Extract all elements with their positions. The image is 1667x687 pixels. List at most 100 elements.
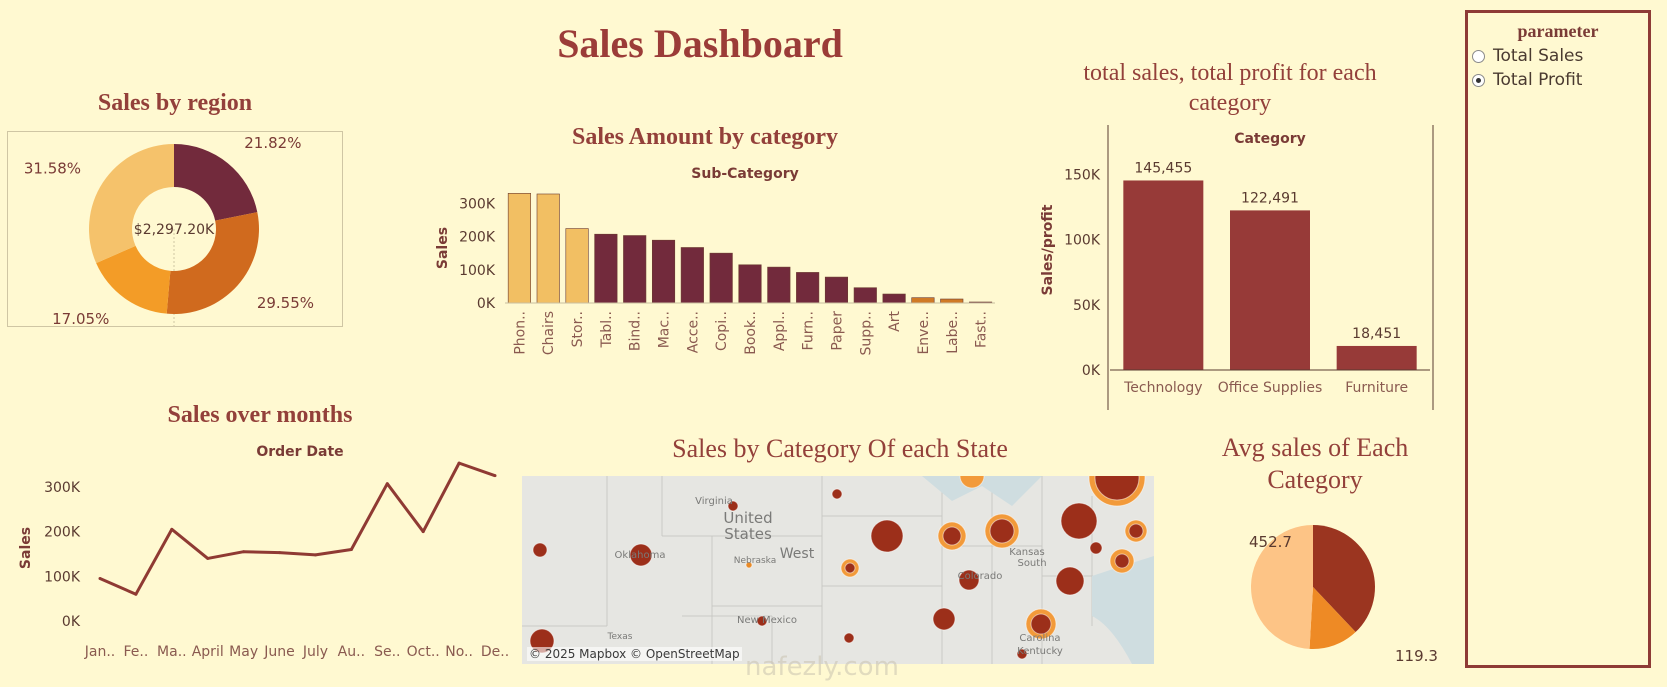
- map-place-label: Nebraska: [734, 556, 776, 566]
- subcategory-bar: [709, 252, 733, 304]
- category-data-label: 122,491: [1241, 190, 1299, 206]
- months-x-tick: May: [229, 644, 258, 660]
- subcategory-bar-chart[interactable]: Sub-Category Sales 0K 100K 200K 300K Phon.. Cha…: [425, 158, 1000, 358]
- profit-title: total sales, total profit for each categ…: [1083, 60, 1377, 116]
- subcategory-bar: [796, 272, 820, 304]
- radio-total-profit[interactable]: [1472, 73, 1485, 87]
- subcategory-y-axis-label: Sales: [435, 227, 451, 269]
- map-title: Sales by Category Of each State: [672, 434, 1008, 463]
- subcategory-y-tick: 0K: [477, 296, 496, 312]
- map-place-label: New Mexico: [737, 615, 797, 626]
- subcategory-y-tick: 300K: [459, 196, 496, 212]
- state-map[interactable]: United States West Virginia Nebraska Kansas So…: [522, 476, 1154, 664]
- map-state-bubble: [959, 476, 985, 489]
- months-x-tick: De..: [481, 644, 509, 660]
- map-state-bubble: [1094, 476, 1140, 501]
- months-x-tick: Au..: [338, 644, 365, 660]
- parameter-panel: parameter Total Sales Total Profit: [1465, 10, 1651, 668]
- subcategory-y-tick: 200K: [459, 230, 496, 246]
- months-point: [278, 551, 282, 555]
- dashboard-title: Sales Dashboard: [557, 21, 843, 66]
- map-state-bubble: [1030, 613, 1052, 635]
- subcategory-header: Sub-Category: [691, 166, 798, 182]
- region-slice-label: 29.55%: [257, 294, 314, 312]
- avg-title: Avg sales of Each Category: [1221, 433, 1409, 494]
- map-state-bubble: [1128, 523, 1144, 539]
- months-point: [134, 592, 138, 596]
- subcategory-x-tick: Book..: [743, 311, 759, 355]
- subcategory-x-tick: Art: [887, 310, 903, 331]
- subcategory-x-tick: Phon..: [512, 311, 528, 355]
- map-place-label: Kansas: [1009, 547, 1044, 558]
- map-state-bubble: [1060, 502, 1098, 540]
- option-total-sales[interactable]: Total Sales: [1472, 46, 1648, 66]
- subcategory-x-tick: Stor..: [570, 311, 586, 347]
- region-donut-chart[interactable]: 21.82% 29.55% 17.05% 31.58% $2,297.20K: [8, 132, 342, 328]
- months-point: [313, 553, 317, 557]
- region-center-label: $2,297.20K: [134, 222, 215, 238]
- months-x-tick: No..: [445, 644, 473, 660]
- region-chart-frame: 21.82% 29.55% 17.05% 31.58% $2,297.20K: [7, 131, 343, 328]
- radio-total-sales[interactable]: [1472, 49, 1485, 63]
- months-point: [457, 461, 461, 465]
- category-bar: [1336, 345, 1417, 370]
- region-slice: [166, 212, 259, 314]
- months-header: Order Date: [256, 444, 343, 460]
- subcategory-bar: [940, 298, 964, 304]
- watermark: nafezly.com: [745, 652, 899, 682]
- map-place-label: Colorado: [958, 571, 1003, 582]
- subcategory-title: Sales Amount by category: [572, 124, 838, 150]
- avg-slice: [1313, 525, 1375, 633]
- map-place-label: Virginia: [695, 496, 733, 507]
- subcategory-bar: [651, 239, 676, 304]
- map-place-label: West: [780, 546, 815, 562]
- region-slice-label: 17.05%: [52, 310, 109, 326]
- map-state-bubble: [942, 526, 962, 546]
- subcategory-x-tick: Acce..: [685, 311, 701, 353]
- map-credit: © 2025 Mapbox © OpenStreetMap: [527, 647, 742, 661]
- map-place-label: States: [724, 525, 772, 543]
- category-y-axis-label: Sales/profit: [1040, 204, 1056, 295]
- subcategory-bar: [738, 264, 762, 304]
- map-place-label: Carolina: [1019, 633, 1060, 644]
- months-x-tick: Oct..: [407, 644, 440, 660]
- months-point: [242, 550, 246, 554]
- region-slice: [88, 144, 174, 264]
- months-x-tick: April: [192, 644, 224, 660]
- category-x-tick: Technology: [1123, 380, 1202, 396]
- subcategory-x-tick: Mac..: [657, 311, 673, 348]
- subcategory-x-tick: Paper: [829, 311, 845, 351]
- avg-slice-label: 119.3: [1395, 647, 1438, 665]
- map-state-bubble: [727, 500, 739, 512]
- subcategory-bar: [911, 297, 935, 304]
- months-x-tick: Jan..: [84, 644, 115, 660]
- avg-slice: [1251, 525, 1313, 649]
- months-line-chart[interactable]: Order Date Sales 0K 100K 200K 300K Jan.. Fe.. Ma…: [10, 440, 515, 665]
- months-x-tick: Ma..: [157, 644, 187, 660]
- subcategory-bar: [680, 247, 704, 304]
- map-place-label: Texas: [607, 632, 633, 642]
- region-title: Sales by region: [97, 90, 253, 116]
- category-bar: [1123, 180, 1204, 370]
- category-bar-chart[interactable]: Category Sales/profit 0K 50K 100K 150K 145,455…: [1030, 125, 1440, 410]
- subcategory-x-tick: Bind..: [628, 311, 644, 351]
- region-slice: [174, 144, 258, 221]
- option-total-profit[interactable]: Total Profit: [1472, 70, 1648, 90]
- subcategory-bar: [824, 276, 849, 304]
- region-slice-label: 21.82%: [244, 134, 301, 152]
- subcategory-y-tick: 100K: [459, 263, 496, 279]
- category-x-tick: Furniture: [1345, 380, 1408, 396]
- map-ocean: [1092, 556, 1154, 664]
- months-title: Sales over months: [167, 402, 353, 428]
- subcategory-x-tick: Fast..: [974, 311, 990, 348]
- map-state-bubble: [756, 615, 768, 627]
- map-place-label: Oklahoma: [615, 550, 666, 561]
- months-y-tick: 300K: [44, 480, 81, 496]
- category-y-tick: 100K: [1064, 233, 1101, 249]
- map-state-bubble: [1055, 566, 1085, 596]
- months-point: [493, 474, 497, 478]
- region-slice-label: 31.58%: [24, 159, 81, 177]
- map-state-bubble: [1114, 553, 1130, 569]
